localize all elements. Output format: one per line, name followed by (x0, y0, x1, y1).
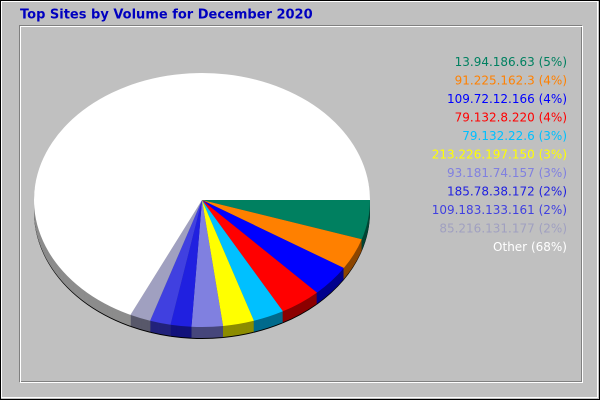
legend-entry: 79.132.8.220 (4%) (455, 110, 567, 124)
legend-entry: 91.225.162.3 (4%) (455, 73, 567, 87)
legend-entry: 109.183.133.161 (2%) (432, 203, 567, 217)
legend-entry: 93.181.74.157 (3%) (447, 166, 567, 180)
panel-edge (20, 26, 583, 383)
legend-label: Other (493, 240, 527, 254)
legend-value: (4%) (539, 110, 567, 124)
legend-label: 79.132.22.6 (462, 129, 535, 143)
slice (202, 200, 344, 293)
slice (202, 200, 362, 269)
slice (202, 200, 318, 312)
legend-entry: Other (68%) (493, 240, 567, 254)
legend-entry: 213.226.197.150 (3%) (432, 147, 567, 161)
legend-label: 85.216.131.177 (439, 221, 534, 235)
legend-value: (68%) (531, 240, 567, 254)
slice (34, 72, 371, 315)
legend-value: (4%) (539, 73, 567, 87)
legend-label: 185.78.38.172 (447, 184, 535, 198)
slice (130, 200, 202, 321)
legend-value: (2%) (539, 203, 567, 217)
panel (19, 25, 582, 382)
legend-label: 109.183.133.161 (432, 203, 535, 217)
legend-entry: 185.78.38.172 (2%) (447, 184, 567, 198)
legend-label: 91.225.162.3 (455, 73, 535, 87)
slice (202, 200, 254, 326)
legend-label: 213.226.197.150 (432, 147, 535, 161)
slice (191, 200, 224, 327)
slice (150, 200, 202, 325)
legend-value: (5%) (539, 55, 567, 69)
legend-value: (2%) (539, 221, 567, 235)
legend-label: 79.132.8.220 (455, 110, 535, 124)
legend-entry: 85.216.131.177 (2%) (439, 221, 567, 235)
legend-value: (2%) (539, 184, 567, 198)
legend-value: (3%) (539, 166, 567, 180)
legend-entry: 79.132.22.6 (3%) (462, 129, 567, 143)
slice (202, 200, 283, 321)
slice (170, 200, 202, 327)
chart-title: Top Sites by Volume for December 2020 (20, 8, 313, 23)
legend-label: 13.94.186.63 (455, 55, 535, 69)
legend-value: (3%) (539, 129, 567, 143)
legend-entry: 109.72.12.166 (4%) (447, 92, 567, 106)
legend-label: 93.181.74.157 (447, 166, 535, 180)
legend-value: (4%) (539, 92, 567, 106)
slice (202, 200, 370, 240)
legend-value: (3%) (539, 147, 567, 161)
legend-entry: 13.94.186.63 (5%) (455, 55, 567, 69)
legend-label: 109.72.12.166 (447, 92, 535, 106)
